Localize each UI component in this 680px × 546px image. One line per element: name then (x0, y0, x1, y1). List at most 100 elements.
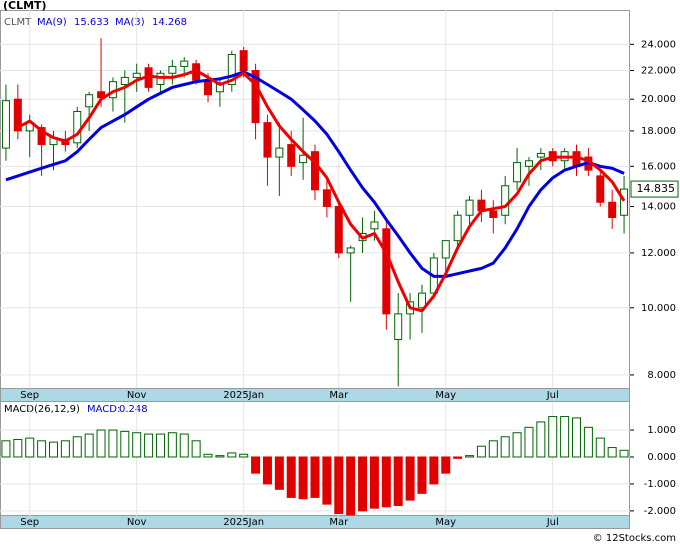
macd-bar (536, 421, 546, 458)
y-tick-label: 24.000 (641, 39, 676, 50)
legend-label: MA(3) (115, 17, 145, 28)
price-label-box (630, 180, 679, 198)
x-tick-label: Jul (546, 517, 559, 528)
candle-body (132, 72, 141, 78)
macd-bar (37, 440, 47, 458)
candle-body (453, 214, 462, 242)
candle-body (120, 76, 129, 86)
candle-body (263, 122, 272, 158)
ma-line (17, 69, 626, 313)
candle-body (227, 54, 236, 86)
y-tick-label: 18.000 (641, 126, 676, 137)
macd-bar (72, 436, 82, 458)
y-tick-label: 12.000 (641, 248, 676, 259)
x-tick-label: Mar (329, 517, 349, 528)
candle-body (168, 65, 177, 74)
macd-bar (524, 426, 534, 458)
x-axis-band (0, 515, 630, 529)
macd-bar (583, 426, 593, 458)
macd-bar (393, 456, 403, 506)
candle-body (382, 228, 391, 315)
macd-bar (227, 452, 237, 458)
candle-body (417, 292, 426, 309)
y-tick-label: 1.000 (647, 425, 676, 436)
macd-bar (381, 456, 391, 508)
macd-bar (429, 456, 439, 485)
macd-bar (215, 455, 225, 458)
macd-label: MACD: (87, 404, 120, 415)
x-tick-label: 2025Jan (223, 517, 264, 528)
macd-bar (417, 456, 427, 494)
y-tick-label: 8.000 (647, 370, 676, 381)
candle-body (346, 247, 355, 254)
chart-title: (CLMT) (3, 0, 47, 12)
y-tick-label: 0.000 (647, 452, 676, 463)
candle-body (394, 313, 403, 340)
x-tick-label: Nov (127, 390, 147, 401)
macd-bar (155, 433, 165, 458)
macd-bar (369, 456, 379, 509)
x-tick-label: May (435, 517, 456, 528)
macd-bar (358, 456, 368, 512)
macd-bar (405, 456, 415, 501)
macd-bar (512, 432, 522, 458)
candle-body (441, 240, 450, 259)
y-tick-label: -1.000 (644, 479, 676, 490)
candle-body (608, 201, 617, 218)
x-axis-band (0, 388, 630, 402)
macd-bar (48, 441, 58, 458)
macd-bar (144, 433, 154, 458)
macd-bar (179, 433, 189, 458)
candle-body (85, 94, 94, 108)
macd-bar (25, 437, 35, 458)
macd-bar (310, 456, 320, 498)
macd-bar (334, 456, 344, 515)
macd-bar (453, 456, 463, 459)
macd-bar (274, 456, 284, 490)
candle-body (37, 127, 46, 146)
x-tick-label: Sep (20, 517, 39, 528)
price-label: 14.835 (637, 182, 676, 195)
footer: © 12Stocks.com (593, 533, 676, 544)
macd-bar (465, 455, 475, 458)
x-tick-label: Nov (127, 517, 147, 528)
candle-body (13, 98, 22, 132)
ma-line (5, 70, 625, 278)
macd-bar (595, 437, 605, 458)
macd-title: MACD(26,12,9) (4, 404, 80, 415)
candle-body (275, 147, 284, 158)
candle-body (204, 79, 213, 96)
candle-body (239, 50, 248, 72)
candle-body (251, 70, 260, 124)
candle-body (180, 60, 189, 67)
macd-bar (298, 456, 308, 500)
y-tick-label: 14.000 (641, 202, 676, 213)
legend-label: MA(9) (37, 17, 67, 28)
candle-body (322, 189, 331, 208)
macd-bar (108, 429, 118, 458)
macd-bar (488, 440, 498, 458)
candle-body (489, 210, 498, 218)
candle-body (370, 221, 379, 230)
macd-bar (548, 416, 558, 458)
macd-bar (286, 456, 296, 498)
y-tick-label: 10.000 (641, 303, 676, 314)
macd-bar (203, 453, 213, 458)
macd-bar (239, 453, 249, 458)
macd-bar (262, 456, 272, 485)
macd-bar (619, 449, 629, 458)
candle-body (596, 175, 605, 203)
macd-bar (60, 440, 70, 458)
macd-bar (572, 417, 582, 458)
candle-body (536, 152, 545, 158)
x-tick-label: Jul (546, 390, 559, 401)
candle-body (501, 185, 510, 216)
macd-bar (96, 429, 106, 458)
y-tick-label: 22.000 (641, 66, 676, 77)
macd-bar (441, 456, 451, 474)
candle-body (334, 206, 343, 254)
macd-bar (251, 456, 261, 474)
macd-bar (132, 432, 142, 458)
y-tick-label: 20.000 (641, 94, 676, 105)
candle-body (1, 100, 10, 149)
